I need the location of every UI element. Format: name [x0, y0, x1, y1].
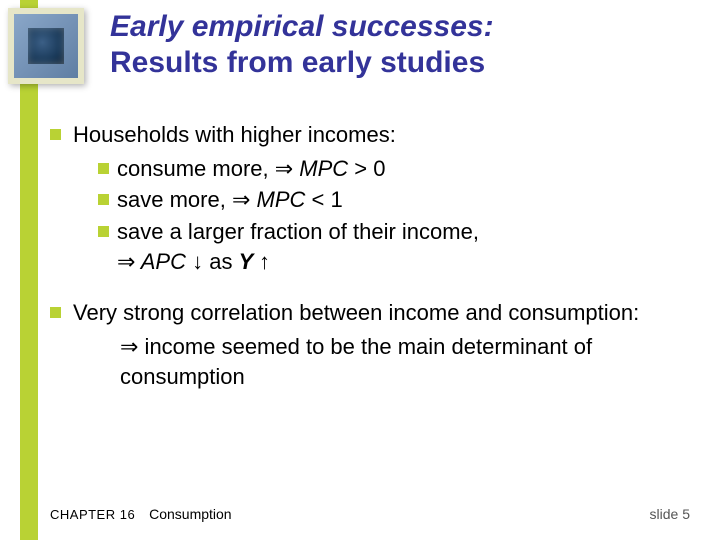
title-line-1: Early empirical successes: [110, 10, 690, 44]
implies-icon: ⇒ [232, 187, 250, 212]
subitem-3-text: save a larger fraction of their income, … [117, 217, 690, 276]
footer-left: CHAPTER 16 Consumption [50, 506, 232, 522]
bullet-2: Very strong correlation between income a… [50, 298, 690, 328]
down-arrow-icon: ↓ [192, 249, 203, 274]
implies-icon: ⇒ [275, 156, 293, 181]
sub3-line1: save a larger fraction of their income, [117, 219, 479, 244]
sub1-pre: consume more, [117, 156, 275, 181]
sub2-post: < 1 [305, 187, 342, 212]
slide-decoration-icon [8, 8, 84, 84]
subitem-2: save more, ⇒ MPC < 1 [98, 185, 690, 215]
sub2-ital: MPC [250, 187, 305, 212]
bullet-1-subitems: consume more, ⇒ MPC > 0 save more, ⇒ MPC… [98, 154, 690, 277]
bullet-1-text: Households with higher incomes: [73, 120, 396, 150]
sub3-mid: as [203, 249, 238, 274]
implies-icon: ⇒ [120, 334, 138, 359]
sub2-pre: save more, [117, 187, 232, 212]
bullet-1: Households with higher incomes: [50, 120, 690, 150]
bullet-icon [50, 307, 61, 318]
title-area: Early empirical successes: Results from … [110, 10, 690, 80]
sub1-ital: MPC [293, 156, 348, 181]
bullet-icon [98, 163, 109, 174]
bullet-icon [98, 226, 109, 237]
subitem-1: consume more, ⇒ MPC > 0 [98, 154, 690, 184]
conclusion-text: income seemed to be the main determinant… [120, 334, 592, 389]
implies-icon: ⇒ [117, 249, 135, 274]
bullet-icon [98, 194, 109, 205]
content-area: Households with higher incomes: consume … [50, 120, 690, 392]
sub3-Y: Y [239, 249, 259, 274]
subitem-2-text: save more, ⇒ MPC < 1 [117, 185, 690, 215]
subitem-1-text: consume more, ⇒ MPC > 0 [117, 154, 690, 184]
slide-number: slide 5 [650, 506, 690, 522]
subitem-3: save a larger fraction of their income, … [98, 217, 690, 276]
sub1-post: > 0 [348, 156, 385, 181]
chapter-title: Consumption [149, 506, 232, 522]
bullet-2-conclusion: ⇒ income seemed to be the main determina… [120, 332, 690, 391]
bullet-2-text: Very strong correlation between income a… [73, 298, 639, 328]
title-line-2: Results from early studies [110, 46, 690, 80]
chapter-label: CHAPTER 16 [50, 507, 135, 522]
sub3-apc: APC [135, 249, 192, 274]
bullet-icon [50, 129, 61, 140]
up-arrow-icon: ↑ [259, 249, 270, 274]
